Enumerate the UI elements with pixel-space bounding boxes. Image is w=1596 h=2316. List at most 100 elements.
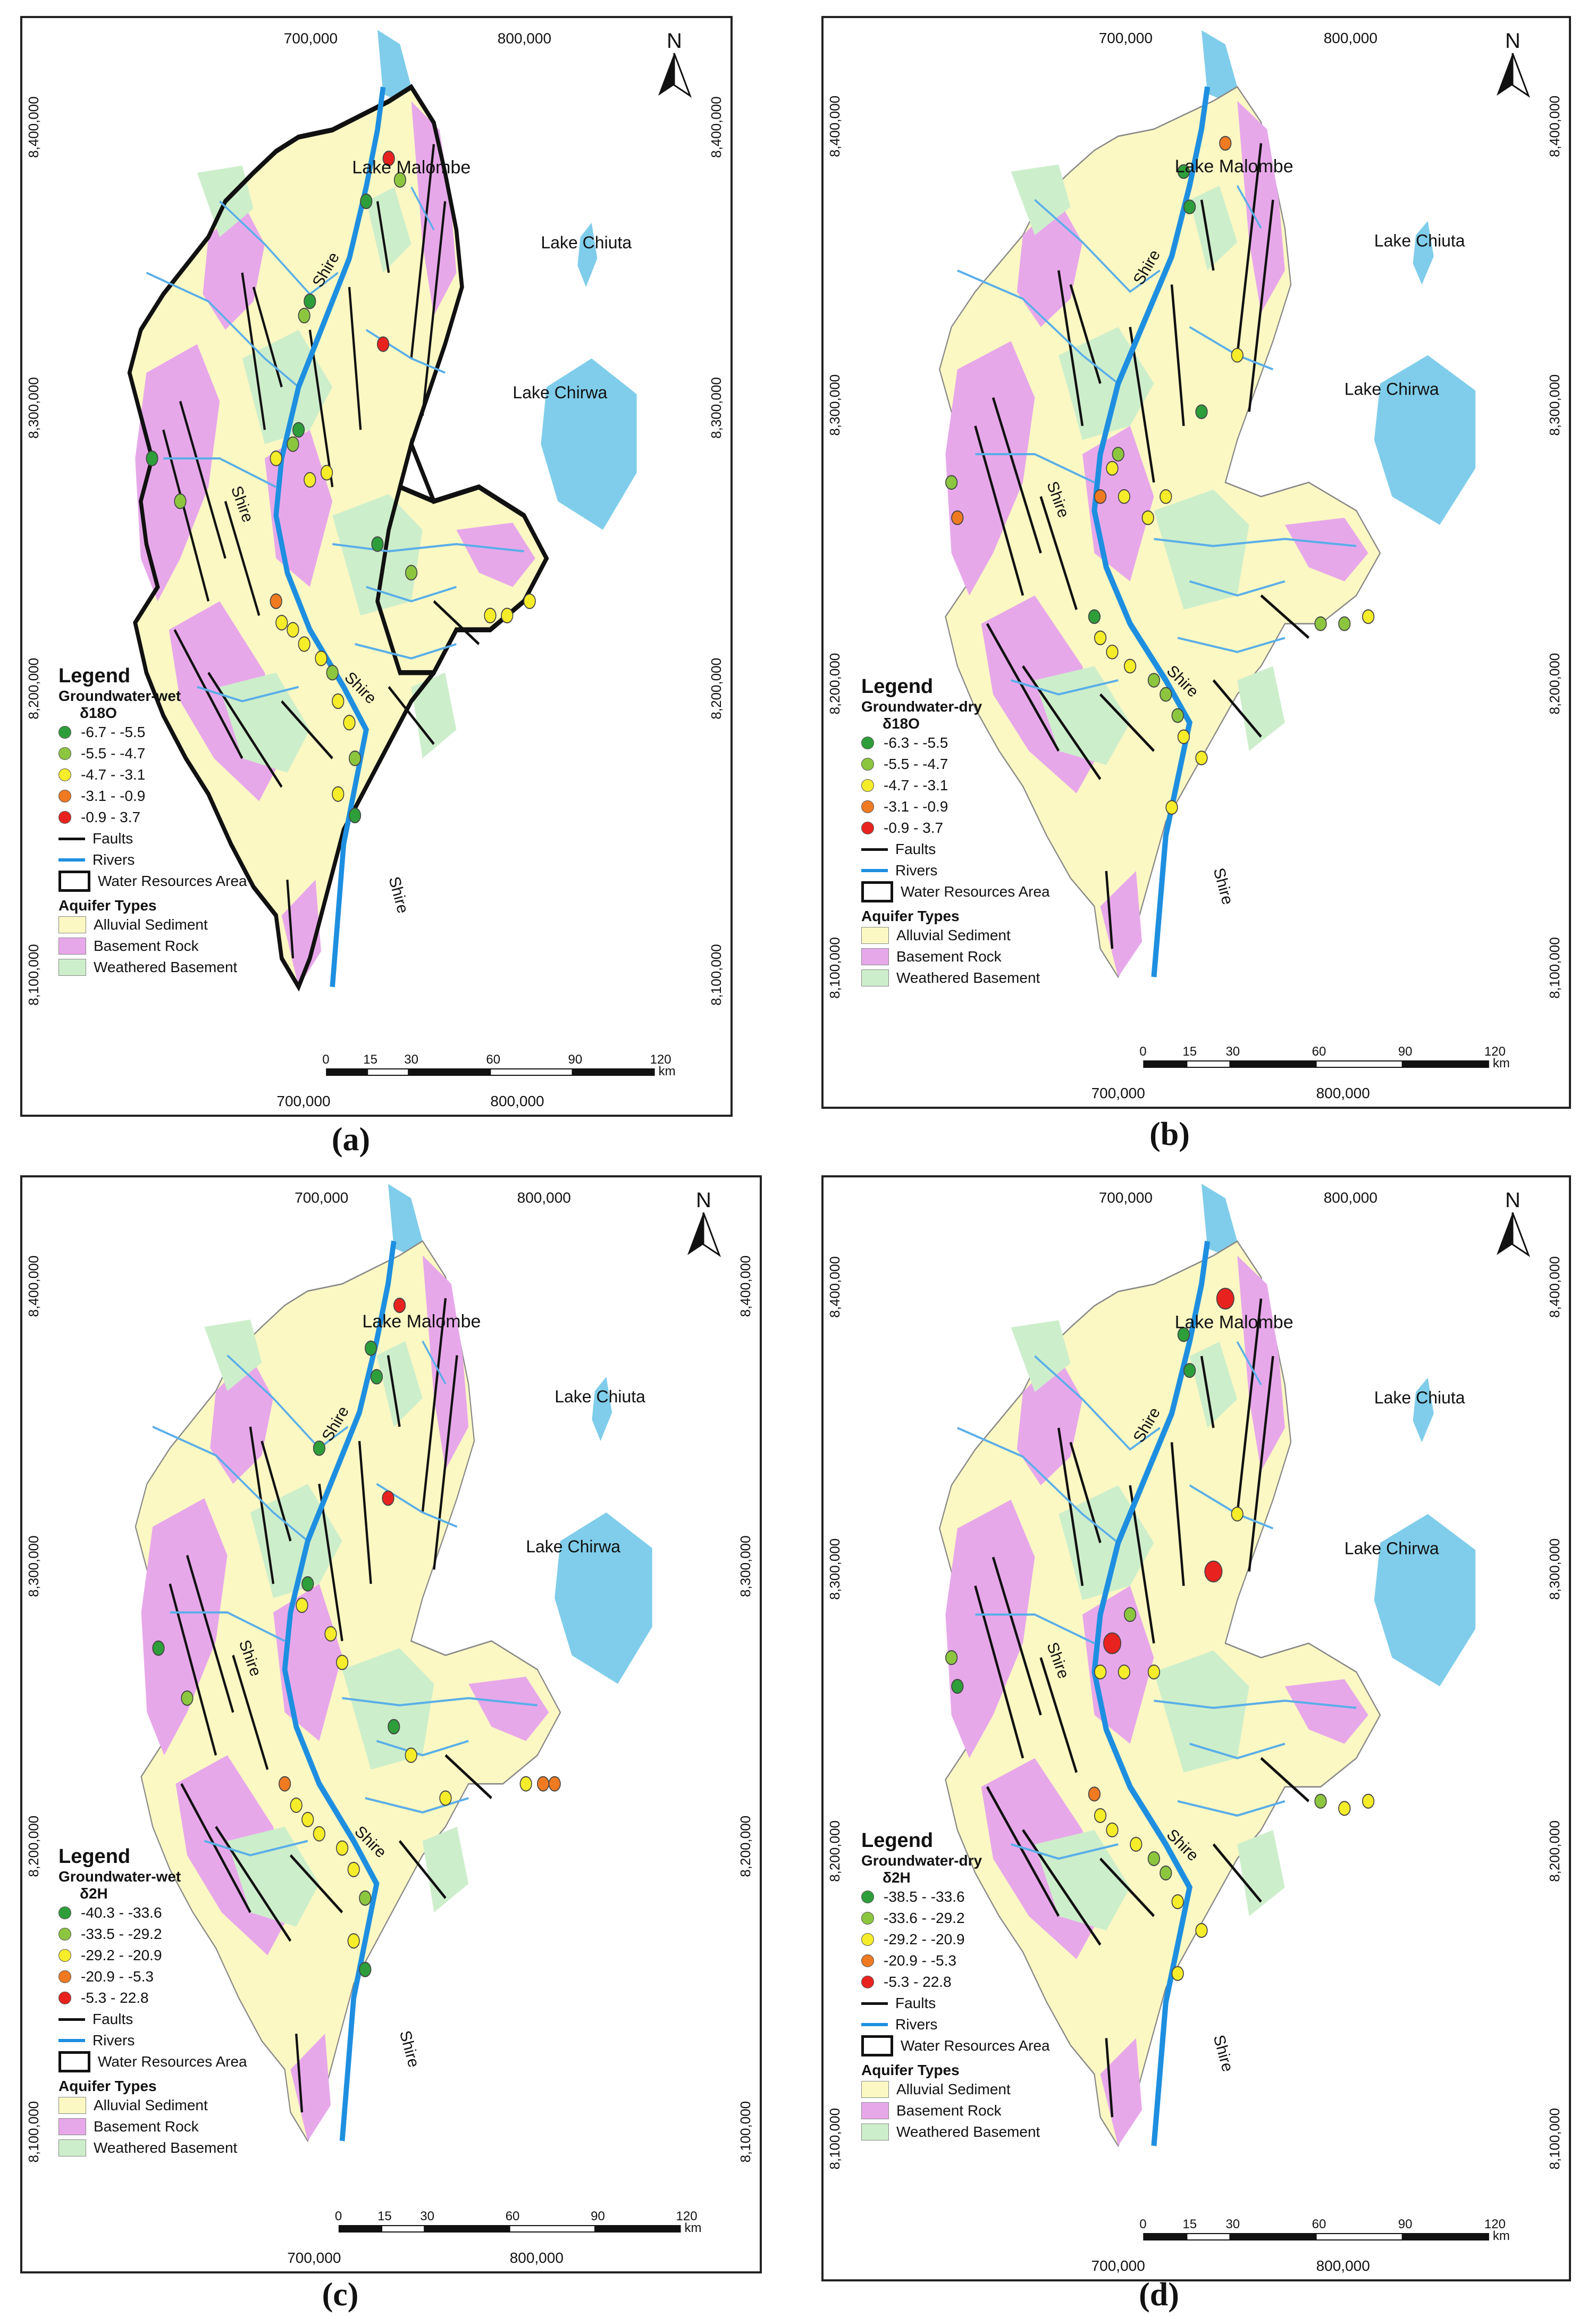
legend-class-row: -29.2 - -20.9 <box>58 1945 247 1966</box>
legend-class-label: -5.5 - -4.7 <box>884 756 948 772</box>
north-label: N <box>1505 29 1521 53</box>
scale-label: 15 <box>377 2209 392 2223</box>
legend-class-row: -20.9 - -5.3 <box>58 1966 247 1987</box>
y-tick-right: 8,400,000 <box>737 1256 753 1317</box>
fault-line <box>1039 1657 1078 1773</box>
sample-point <box>1231 348 1244 363</box>
sample-point <box>1141 510 1154 525</box>
sample-point <box>439 1790 452 1806</box>
legend-isotope: δ2H <box>80 1885 108 1902</box>
legend-dot-icon <box>58 1928 71 1941</box>
scale-bar-segment <box>1186 2233 1231 2240</box>
fault-line <box>224 500 261 616</box>
x-tick-bottom: 700,000 <box>1091 2258 1145 2274</box>
fault-swatch <box>58 2018 85 2021</box>
legend-faults: Faults <box>861 1993 1050 2014</box>
sample-point <box>1171 708 1184 723</box>
sample-point <box>304 472 316 488</box>
sample-point <box>1314 1793 1327 1809</box>
sample-point <box>1171 1894 1184 1910</box>
scale-label: 30 <box>404 1052 418 1067</box>
fault-line <box>207 672 283 788</box>
fault-line <box>421 201 447 416</box>
legend-class-label: -6.7 - -5.5 <box>81 724 146 740</box>
weathered-basement-patch <box>411 672 457 758</box>
lake-chiuta-shape <box>1413 221 1434 285</box>
legend-wra: Water Resources Area <box>58 871 247 892</box>
legend-aquifer-row-label: Basement Rock <box>896 2102 1002 2119</box>
sample-point <box>388 1719 400 1735</box>
legend-dataset: Groundwater-wet <box>58 1868 181 1885</box>
legend-aquifer-title: Aquifer Types <box>58 2078 157 2094</box>
scale-label: 60 <box>506 2209 520 2223</box>
fault-line <box>1105 2038 1114 2118</box>
sample-point <box>324 1626 337 1642</box>
sample-point <box>146 450 158 466</box>
sample-point <box>1177 164 1190 179</box>
legend-aquifer-row: Basement Rock <box>861 2100 1050 2121</box>
sample-point <box>405 1748 417 1763</box>
sample-point <box>347 1933 360 1949</box>
label-lake-chiuta: Lake Chiuta <box>555 1387 645 1406</box>
legend-class-label: -5.3 - 22.8 <box>81 1989 149 2006</box>
tributary <box>197 685 299 703</box>
fault-line <box>1236 1298 1263 1515</box>
weathered-basement-patch <box>1154 489 1249 610</box>
legend-aquifer-row-label: Alluvial Sediment <box>94 916 208 933</box>
legend-class-label: -33.6 - -29.2 <box>884 1910 965 1926</box>
legend-dot-icon <box>58 768 71 781</box>
legend-class-row: -4.7 - -3.1 <box>861 775 1050 796</box>
tributary <box>332 543 524 553</box>
sample-point <box>1160 1865 1172 1881</box>
scale-bar-segment <box>1401 2233 1489 2240</box>
y-tick-right: 8,300,000 <box>708 377 724 439</box>
scale-label: 60 <box>1312 2217 1326 2231</box>
scale-bar-segment <box>1229 2233 1317 2240</box>
fault-line <box>1200 1356 1215 1428</box>
legend-class-row: -3.1 - -0.9 <box>861 796 1050 817</box>
sample-point <box>181 1690 194 1706</box>
weathered-basement-patch <box>332 494 423 616</box>
legend-aquifer-row-label: Basement Rock <box>94 938 199 954</box>
aquifer-swatch <box>861 2081 889 2098</box>
tributary <box>422 1340 447 1385</box>
legend-class-row: -38.5 - -33.6 <box>861 1886 1050 1908</box>
legend-class-row: -33.5 - -29.2 <box>58 1924 247 1945</box>
sample-point <box>332 786 345 802</box>
legend-dot-icon <box>861 1912 874 1925</box>
fault-line <box>252 286 283 388</box>
legend-aquifer-row-label: Basement Rock <box>896 948 1002 965</box>
fault-line <box>261 1440 292 1542</box>
basement-rock-patch <box>1284 1679 1368 1744</box>
y-tick-right: 8,200,000 <box>737 1816 753 1877</box>
basement-rock-patch <box>203 201 265 330</box>
lake-north <box>1202 30 1238 101</box>
legend-faults-label: Faults <box>895 1995 936 2011</box>
y-tick-right: 8,300,000 <box>1547 374 1563 436</box>
label-lake-chiuta: Lake Chiuta <box>1374 1388 1465 1407</box>
fault-line <box>388 685 435 746</box>
sample-point <box>1338 1801 1351 1816</box>
basement-rock-patch <box>411 101 457 316</box>
sample-point <box>370 1369 383 1385</box>
y-tick-left: 8,200,000 <box>26 658 41 720</box>
tributary <box>1011 679 1119 696</box>
sample-point <box>1216 1287 1234 1310</box>
scale-label: 120 <box>1484 2217 1506 2231</box>
sample-point <box>945 475 958 490</box>
y-tick-right: 8,300,000 <box>1547 1539 1563 1600</box>
sample-point <box>1094 1808 1107 1824</box>
north-arrow-icon <box>658 53 674 96</box>
sample-point <box>951 1678 964 1694</box>
legend-dot-icon <box>58 1970 71 1983</box>
north-arrow-icon <box>1511 53 1531 98</box>
legend-aquifer-row-label: Basement Rock <box>94 2118 199 2135</box>
scale-label: 120 <box>676 2209 698 2223</box>
basement-rock-patch <box>468 1676 549 1741</box>
fault-line <box>1057 1427 1084 1586</box>
sample-point <box>1094 489 1107 504</box>
sample-point <box>296 1598 308 1613</box>
legend-wra: Water Resources Area <box>861 2035 1050 2056</box>
lake-chirwa-shape <box>541 358 637 530</box>
lake-north <box>377 30 411 102</box>
